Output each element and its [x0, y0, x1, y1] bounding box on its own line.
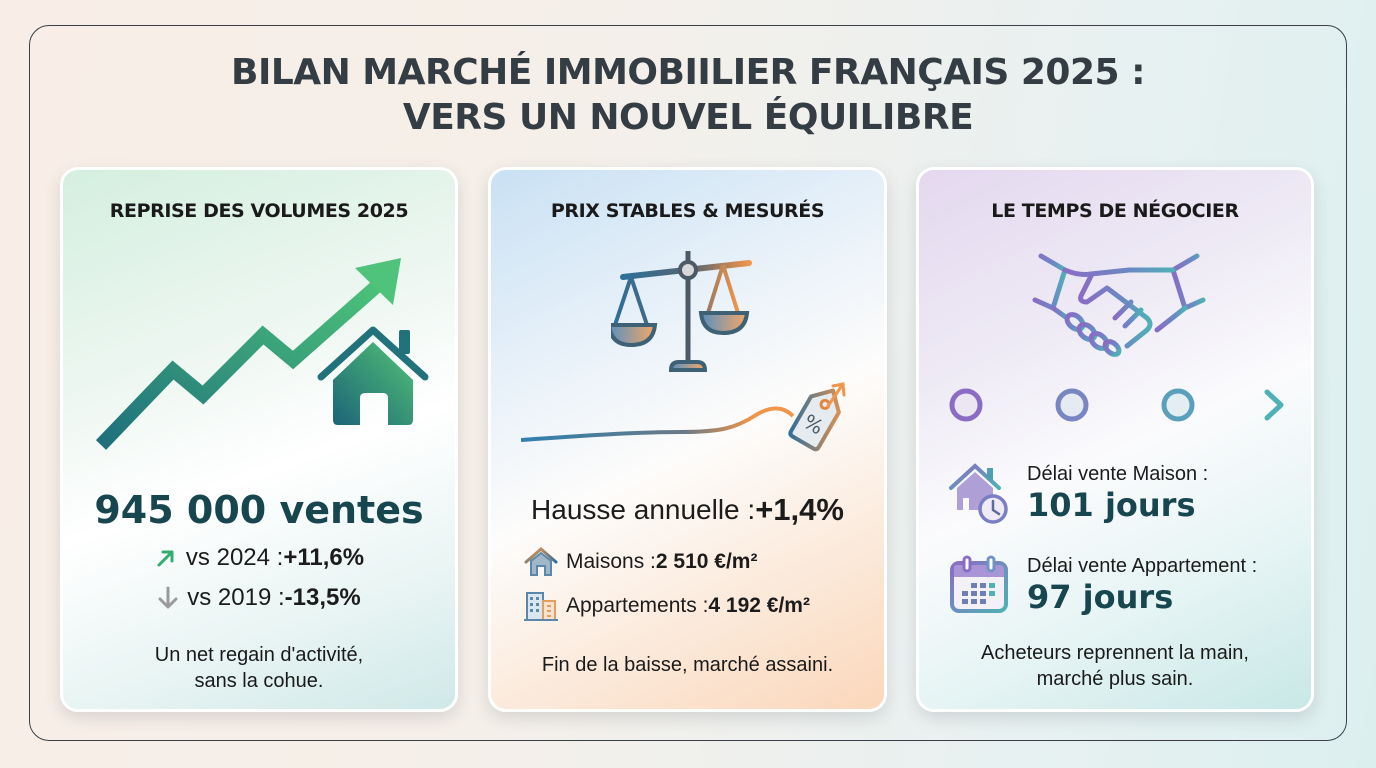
- sale-delay-apartment-text: Délai vente Appartement : 97 jours: [1027, 554, 1257, 616]
- annual-increase-value: +1,4%: [755, 492, 844, 527]
- page-title-line-1: BILAN MARCHÉ IMMOBIILIER FRANÇAIS 2025 :: [231, 52, 1146, 93]
- stat-label: vs 2024 :: [185, 544, 284, 571]
- card-prices: PRIX STABLES & MESURÉS: [488, 167, 887, 712]
- page-title-line-2: VERS UN NOUVEL ÉQUILIBRE: [402, 97, 974, 138]
- footer-line: marché plus sain.: [1036, 668, 1194, 690]
- house-clock-icon: [949, 463, 1008, 524]
- price-label: Appartements :: [566, 594, 709, 617]
- outer-frame: [29, 25, 1347, 741]
- rising-arrow-house-icon: [95, 258, 429, 450]
- footer-line: Acheteurs reprennent la main,: [981, 642, 1249, 664]
- price-value: 4 192 €/m²: [708, 594, 810, 617]
- sales-volume: 945 000 ventes: [94, 488, 424, 532]
- delay-value: 97 jours: [1027, 578, 1174, 616]
- price-row-houses: Maisons : 2 510 €/m²: [524, 547, 757, 577]
- stat-value: +11,6%: [283, 544, 365, 571]
- card-footer: Fin de la baisse, marché assaini.: [491, 652, 884, 678]
- arrow-down-icon: [158, 586, 178, 609]
- sale-delay-apartment: Délai vente Appartement : 97 jours: [949, 554, 1257, 616]
- card-title: PRIX STABLES & MESURÉS: [550, 200, 825, 222]
- stat-row-2024: vs 2024 : +11,6%: [63, 544, 455, 572]
- annual-increase-label: Hausse annuelle :: [531, 494, 756, 525]
- stat-label: vs 2019 :: [187, 584, 285, 611]
- footer-line: sans la cohue.: [194, 670, 324, 692]
- card-title: REPRISE DES VOLUMES 2025: [109, 200, 409, 222]
- calendar-icon: [950, 555, 1008, 613]
- timeline-arrow-icon: [949, 388, 1284, 422]
- arrow-up-right-icon: [157, 550, 174, 567]
- card-title: LE TEMPS DE NÉGOCIER: [991, 200, 1239, 222]
- stat-row-2019: vs 2019 : -13,5%: [63, 584, 455, 612]
- delay-label: Délai vente Maison :: [1027, 463, 1209, 485]
- footer-line: Un net regain d'activité,: [154, 644, 364, 666]
- delay-label: Délai vente Appartement :: [1027, 555, 1258, 577]
- price-trend-tag-icon: %: [521, 382, 846, 452]
- card-footer: Acheteurs reprennent la main, marché plu…: [919, 640, 1311, 692]
- annual-increase: Hausse annuelle : +1,4%: [491, 492, 884, 528]
- apartment-building-icon: [524, 592, 558, 621]
- card-negotiation: LE TEMPS DE NÉGOCIER: [916, 167, 1314, 712]
- house-icon: [524, 547, 558, 576]
- price-value: 2 510 €/m²: [655, 550, 758, 573]
- balance-scale-icon: [611, 251, 752, 376]
- handshake-icon: [1032, 253, 1206, 357]
- sale-delay-house-text: Délai vente Maison : 101 jours: [1027, 462, 1208, 524]
- card-footer: Un net regain d'activité, sans la cohue.: [63, 642, 455, 694]
- sale-delay-house: Délai vente Maison : 101 jours: [949, 462, 1208, 524]
- footer-line: Fin de la baisse, marché assaini.: [541, 654, 834, 676]
- page-title: BILAN MARCHÉ IMMOBIILIER FRANÇAIS 2025 :…: [0, 50, 1376, 140]
- price-label: Maisons :: [566, 550, 656, 573]
- price-row-apartments: Appartements : 4 192 €/m²: [524, 590, 810, 622]
- stat-value: -13,5%: [284, 584, 361, 611]
- card-volumes: REPRISE DES VOLUMES 2025 945 000 ventes …: [60, 167, 458, 712]
- delay-value: 101 jours: [1027, 486, 1196, 524]
